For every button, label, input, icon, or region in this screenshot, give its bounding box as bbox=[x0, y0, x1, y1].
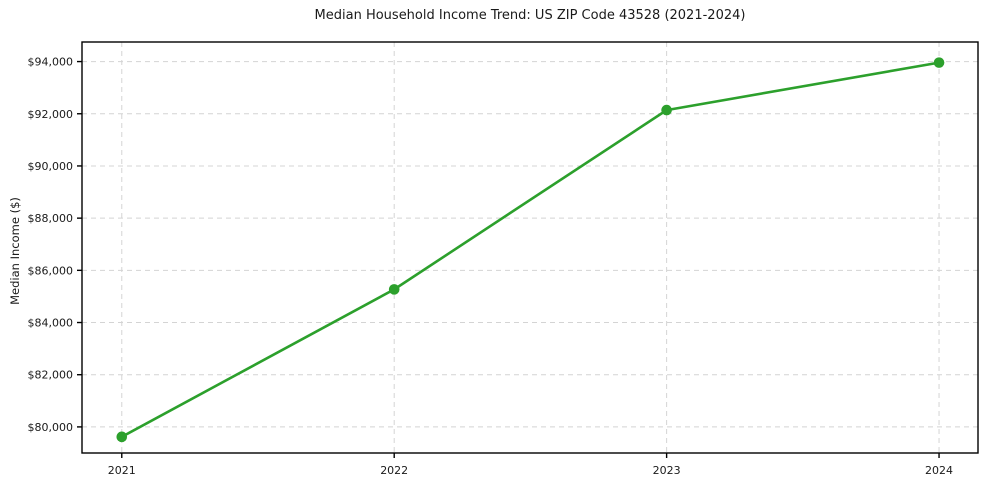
x-tick-label: 2022 bbox=[380, 464, 408, 477]
plot-frame bbox=[81, 41, 979, 454]
y-tick-label: $88,000 bbox=[28, 212, 74, 225]
data-point bbox=[116, 431, 128, 443]
data-point bbox=[933, 57, 945, 68]
y-tick-label: $86,000 bbox=[28, 264, 74, 277]
y-axis-label-text: Median Income ($) bbox=[8, 197, 22, 305]
data-line bbox=[120, 61, 941, 439]
x-tick-label: 2024 bbox=[925, 464, 953, 477]
chart-title: Median Household Income Trend: US ZIP Co… bbox=[314, 8, 746, 23]
data-point bbox=[388, 284, 400, 295]
y-tick-label: $94,000 bbox=[28, 56, 74, 69]
y-tick-label: $90,000 bbox=[28, 160, 74, 173]
y-tick-label: $80,000 bbox=[28, 421, 74, 434]
data-point bbox=[661, 104, 672, 116]
x-tick-label: 2021 bbox=[108, 464, 136, 477]
x-tick-label: 2023 bbox=[653, 464, 681, 477]
y-tick-label: $82,000 bbox=[28, 369, 74, 382]
y-tick-label: $92,000 bbox=[28, 108, 74, 121]
y-tick-label: $84,000 bbox=[28, 317, 74, 330]
